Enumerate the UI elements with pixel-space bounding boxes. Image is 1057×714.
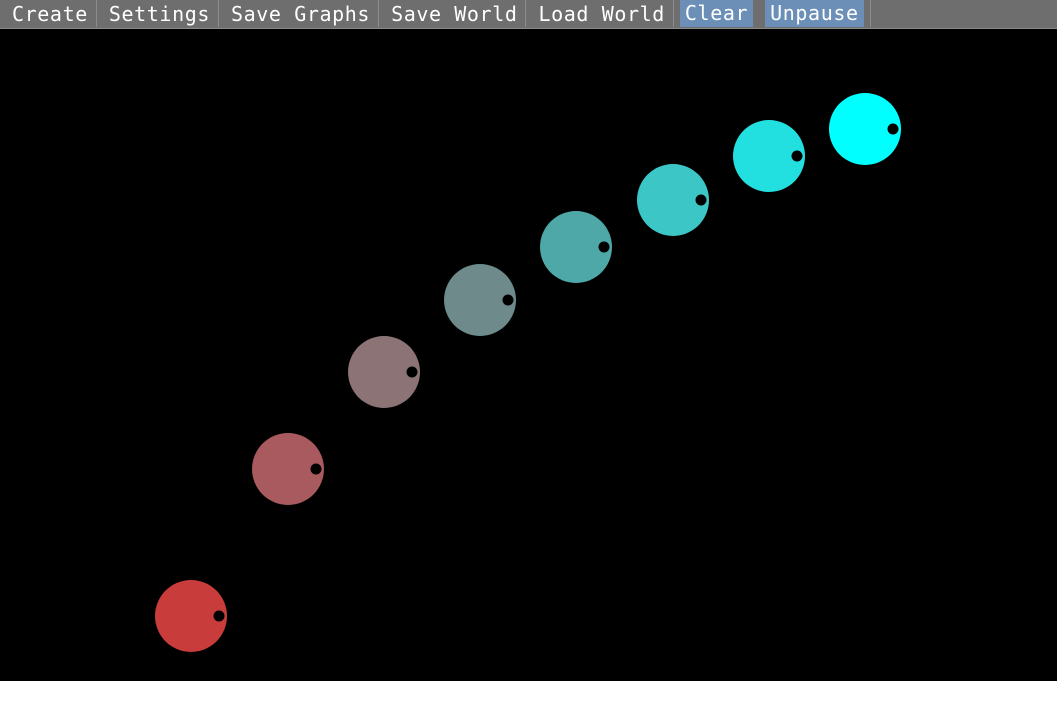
creature[interactable] bbox=[733, 120, 805, 192]
creature-direction-dot bbox=[310, 463, 322, 475]
world-canvas[interactable] bbox=[0, 29, 1057, 681]
creature[interactable] bbox=[444, 264, 516, 336]
load-world-button[interactable]: Load World bbox=[526, 0, 674, 27]
creature-body bbox=[829, 93, 901, 165]
create-button[interactable]: Create bbox=[0, 0, 97, 27]
creature[interactable] bbox=[155, 580, 227, 652]
creature-body bbox=[637, 164, 709, 236]
creature-body bbox=[444, 264, 516, 336]
creature-direction-dot bbox=[213, 610, 225, 622]
creature-body bbox=[733, 120, 805, 192]
creature-direction-dot bbox=[695, 194, 707, 206]
creature-direction-dot bbox=[598, 241, 610, 253]
creature[interactable] bbox=[348, 336, 420, 408]
creature-direction-dot bbox=[502, 294, 514, 306]
clear-button-label: Clear bbox=[679, 0, 754, 27]
creature-body bbox=[540, 211, 612, 283]
unpause-button-label: Unpause bbox=[765, 0, 864, 27]
creature[interactable] bbox=[829, 93, 901, 165]
clear-button[interactable]: Clear bbox=[679, 0, 754, 27]
menu-bar: Create Settings Save Graphs Save World L… bbox=[0, 0, 1057, 29]
world-svg bbox=[155, 93, 901, 652]
creature[interactable] bbox=[637, 164, 709, 236]
settings-button[interactable]: Settings bbox=[97, 0, 219, 27]
creature-direction-dot bbox=[791, 150, 803, 162]
creature[interactable] bbox=[540, 211, 612, 283]
creature-body bbox=[348, 336, 420, 408]
creature-direction-dot bbox=[887, 123, 899, 135]
unpause-button[interactable]: Unpause bbox=[765, 0, 864, 27]
save-world-button[interactable]: Save World bbox=[379, 0, 527, 27]
creature-direction-dot bbox=[406, 366, 418, 378]
creature[interactable] bbox=[252, 433, 324, 505]
save-graphs-button[interactable]: Save Graphs bbox=[219, 0, 380, 27]
creature-body bbox=[252, 433, 324, 505]
menu-separator bbox=[869, 0, 871, 27]
creature-body bbox=[155, 580, 227, 652]
